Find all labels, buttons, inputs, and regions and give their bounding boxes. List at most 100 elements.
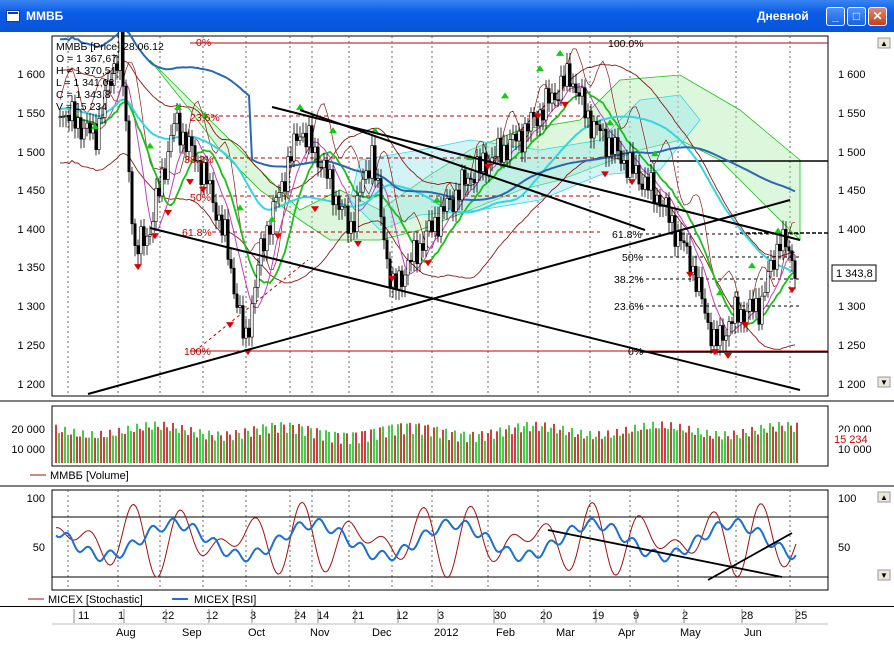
candle-body	[739, 309, 743, 323]
day-tick-label: 12	[206, 610, 218, 622]
candle-body	[442, 206, 446, 212]
title-bar[interactable]: ММВБ Дневной _ □ ✕	[0, 0, 894, 32]
candle-body	[187, 136, 191, 152]
candle-body	[235, 293, 239, 308]
candle-body	[718, 325, 722, 347]
osc-trend-line	[547, 529, 783, 578]
scroll-down-icon: ▼	[880, 571, 888, 580]
candle-body	[280, 181, 284, 193]
candle-body	[355, 195, 359, 232]
candle-body	[379, 178, 383, 218]
up-fractal-arrow	[296, 103, 304, 110]
candle-body	[625, 160, 629, 178]
up-fractal-arrow	[536, 65, 544, 72]
candle-body	[493, 156, 497, 159]
candle-body	[454, 189, 458, 212]
high-line	[59, 48, 796, 318]
candle-body	[451, 199, 455, 212]
candle-body	[742, 309, 746, 324]
candle-body	[604, 128, 608, 157]
vertical-grid	[67, 36, 791, 590]
candle-body	[226, 219, 230, 260]
blue-ma	[60, 32, 796, 201]
stochastic-legend: MICEX [Stochastic]	[48, 594, 143, 606]
candle-body	[370, 145, 374, 179]
period-label[interactable]: Дневной	[757, 9, 809, 23]
minimize-button[interactable]: _	[826, 7, 845, 26]
time-axis[interactable]: 11122123241421123302019922825AugSepOctNo…	[52, 609, 828, 639]
candle-body	[439, 206, 443, 237]
price-scroll[interactable]: ▲ ▼ ▲ ▼	[877, 37, 891, 581]
candle-body	[163, 168, 167, 180]
candle-body	[328, 169, 332, 179]
candle-body	[427, 220, 431, 232]
candle-body	[541, 109, 545, 121]
up-fractal-arrow	[606, 119, 614, 126]
candle-body	[157, 187, 161, 197]
candle-body	[637, 165, 641, 185]
down-fractal-arrow	[388, 275, 396, 282]
candle-body	[745, 310, 749, 324]
candle-body	[571, 83, 575, 87]
scroll-down-icon: ▼	[880, 378, 888, 387]
candle-body	[514, 133, 518, 142]
candle-body	[298, 136, 302, 141]
candle-body	[319, 166, 323, 169]
candle-body	[373, 145, 377, 181]
candle-body	[505, 145, 509, 161]
candle-body	[709, 322, 713, 347]
down-fractal-arrow	[354, 240, 362, 247]
down-fractal-arrow	[561, 101, 569, 108]
candle-body	[646, 176, 650, 191]
candle-body	[337, 195, 341, 210]
volume-legend: ММВБ [Volume]	[50, 470, 129, 482]
close-button[interactable]: ✕	[868, 7, 887, 26]
candle-body	[580, 87, 584, 97]
trend-lines[interactable]	[87, 106, 801, 395]
candle-body	[691, 266, 695, 276]
candle-body	[160, 168, 164, 197]
candle-body	[658, 194, 662, 207]
candle-body	[499, 137, 503, 163]
candle-body	[754, 298, 758, 312]
candle-body	[757, 298, 761, 325]
candle-body	[445, 198, 449, 212]
candle-body	[727, 321, 731, 337]
time-axis-divider	[0, 606, 894, 607]
oscillator-panel[interactable]	[51, 489, 829, 591]
candle-body	[361, 178, 365, 193]
legend-line: V = 15 234	[56, 101, 107, 113]
candle-body	[76, 117, 80, 129]
candle-body	[517, 130, 521, 142]
last-price-value: 1 343,8	[836, 268, 873, 280]
candle-body	[247, 327, 251, 338]
scroll-up-icon: ▲	[880, 39, 888, 48]
month-tick-label: 2012	[434, 627, 458, 639]
upper-band	[60, 60, 796, 258]
candle-body	[715, 329, 719, 347]
candle-body	[496, 137, 500, 157]
candle-body	[778, 243, 782, 252]
y-tick-label: 1 600	[17, 69, 45, 81]
candle-body	[586, 110, 590, 119]
up-fractal-arrow	[201, 111, 209, 118]
y-tick-label: 1 600	[838, 69, 866, 81]
day-tick-label: 2	[682, 610, 688, 622]
candle-body	[316, 146, 320, 168]
candle-body	[706, 312, 710, 323]
up-fractal-arrow	[716, 289, 724, 296]
candle-body	[448, 198, 452, 200]
candle-body	[436, 216, 440, 237]
minimize-icon: _	[832, 9, 839, 23]
fib-label: 50%	[190, 192, 211, 204]
candle-body	[481, 152, 485, 172]
maximize-button[interactable]: □	[847, 7, 866, 26]
down-fractal-arrow	[711, 349, 719, 356]
candle-body	[304, 132, 308, 148]
up-fractal-arrow	[91, 123, 99, 130]
candle-body	[301, 132, 305, 138]
up-fractal-arrow	[268, 215, 276, 222]
down-fractal-arrow	[741, 322, 749, 329]
up-fractal-arrow	[236, 204, 244, 211]
month-tick-label: Jun	[744, 627, 762, 639]
